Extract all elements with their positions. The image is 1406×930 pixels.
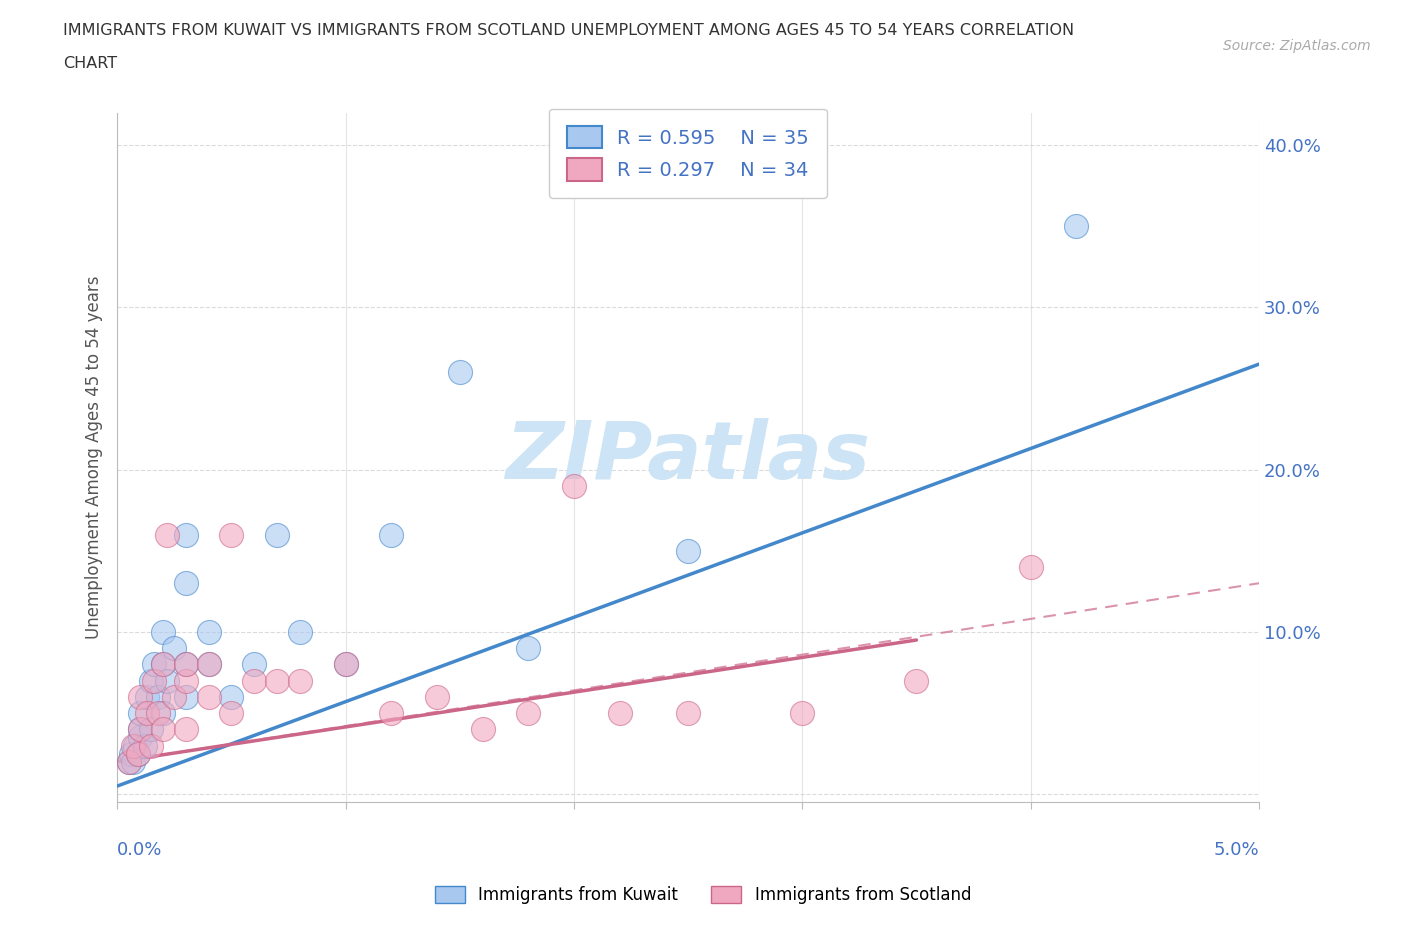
Point	[266, 527, 288, 542]
Point	[129, 730, 152, 745]
Text: 5.0%: 5.0%	[1213, 842, 1258, 859]
Point	[152, 722, 174, 737]
Point	[135, 689, 157, 704]
Point	[129, 722, 152, 737]
Point	[156, 673, 179, 688]
Point	[163, 641, 186, 656]
Point	[221, 527, 243, 542]
Point	[174, 527, 197, 542]
Point	[174, 657, 197, 671]
Point	[266, 673, 288, 688]
Text: CHART: CHART	[63, 56, 117, 71]
Legend: Immigrants from Kuwait, Immigrants from Scotland: Immigrants from Kuwait, Immigrants from …	[426, 878, 980, 912]
Point	[243, 673, 266, 688]
Y-axis label: Unemployment Among Ages 45 to 54 years: Unemployment Among Ages 45 to 54 years	[86, 275, 103, 639]
Point	[117, 754, 139, 769]
Point	[141, 673, 163, 688]
Legend: R = 0.595    N = 35, R = 0.297    N = 34: R = 0.595 N = 35, R = 0.297 N = 34	[550, 109, 827, 198]
Point	[152, 624, 174, 639]
Point	[676, 706, 699, 721]
Point	[288, 624, 311, 639]
Point	[380, 527, 402, 542]
Point	[1019, 560, 1042, 575]
Point	[141, 738, 163, 753]
Point	[117, 754, 139, 769]
Text: Source: ZipAtlas.com: Source: ZipAtlas.com	[1223, 39, 1371, 53]
Point	[120, 746, 142, 761]
Point	[288, 673, 311, 688]
Text: ZIPatlas: ZIPatlas	[506, 418, 870, 497]
Point	[197, 624, 219, 639]
Point	[380, 706, 402, 721]
Point	[221, 706, 243, 721]
Text: IMMIGRANTS FROM KUWAIT VS IMMIGRANTS FROM SCOTLAND UNEMPLOYMENT AMONG AGES 45 TO: IMMIGRANTS FROM KUWAIT VS IMMIGRANTS FRO…	[63, 23, 1074, 38]
Point	[676, 543, 699, 558]
Point	[163, 689, 186, 704]
Point	[562, 478, 585, 493]
Point	[129, 689, 152, 704]
Point	[122, 754, 145, 769]
Point	[134, 738, 156, 753]
Point	[127, 746, 149, 761]
Point	[609, 706, 631, 721]
Point	[129, 706, 152, 721]
Point	[135, 706, 157, 721]
Point	[129, 722, 152, 737]
Point	[152, 657, 174, 671]
Point	[156, 527, 179, 542]
Point	[148, 689, 170, 704]
Point	[174, 722, 197, 737]
Point	[124, 738, 146, 753]
Point	[517, 641, 540, 656]
Point	[335, 657, 357, 671]
Point	[174, 673, 197, 688]
Point	[142, 657, 165, 671]
Point	[122, 738, 145, 753]
Point	[792, 706, 814, 721]
Point	[127, 746, 149, 761]
Point	[426, 689, 449, 704]
Point	[174, 657, 197, 671]
Point	[174, 576, 197, 591]
Point	[221, 689, 243, 704]
Point	[449, 365, 471, 379]
Point	[197, 689, 219, 704]
Point	[174, 689, 197, 704]
Point	[197, 657, 219, 671]
Point	[152, 706, 174, 721]
Point	[197, 657, 219, 671]
Text: 0.0%: 0.0%	[117, 842, 163, 859]
Point	[335, 657, 357, 671]
Point	[142, 673, 165, 688]
Point	[517, 706, 540, 721]
Point	[1064, 219, 1087, 233]
Point	[152, 657, 174, 671]
Point	[471, 722, 494, 737]
Point	[148, 706, 170, 721]
Point	[141, 722, 163, 737]
Point	[243, 657, 266, 671]
Point	[905, 673, 928, 688]
